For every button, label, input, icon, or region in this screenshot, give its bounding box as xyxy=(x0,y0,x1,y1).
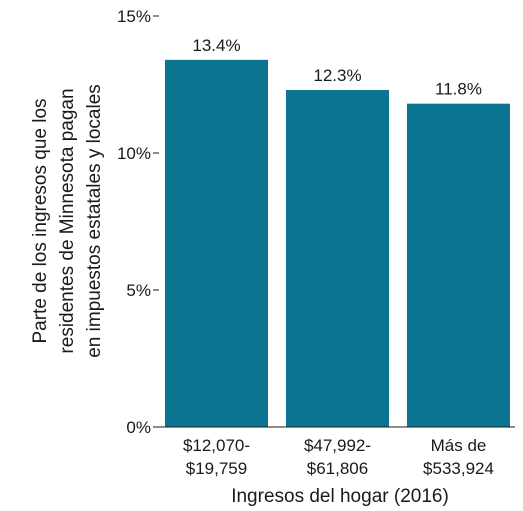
y-tick-label: 5% xyxy=(126,281,151,300)
x-category-label: Más de xyxy=(431,436,487,455)
bars xyxy=(165,59,510,428)
data-labels: 13.4% 12.3% 11.8% xyxy=(192,36,482,99)
x-category-label: $19,759 xyxy=(186,459,247,478)
y-axis-title-line: Parte de los ingresos que los xyxy=(30,98,51,343)
y-tick-label: 15% xyxy=(117,7,151,26)
x-category-label: $12,070- xyxy=(183,436,250,455)
y-tick-label: 10% xyxy=(117,144,151,163)
x-axis-categories: $12,070- $19,759 $47,992- $61,806 Más de $533… xyxy=(183,436,494,478)
x-category-label: $47,992- xyxy=(304,436,371,455)
data-label: 11.8% xyxy=(435,80,482,99)
y-axis-ticks: 0% 5% 10% 15% xyxy=(117,7,159,437)
bar xyxy=(165,59,268,428)
y-axis-title-line: residentes de Minnesota pagan xyxy=(57,88,78,353)
x-axis-title: Ingresos del hogar (2016) xyxy=(231,486,449,507)
data-label: 13.4% xyxy=(192,36,240,55)
y-axis-title-line: en impuestos estatales y locales xyxy=(84,84,105,358)
y-tick-label: 0% xyxy=(126,418,151,437)
x-category-label: $61,806 xyxy=(307,459,368,478)
data-label: 12.3% xyxy=(313,66,361,85)
x-category-label: $533,924 xyxy=(423,459,494,478)
bar xyxy=(286,89,389,427)
y-axis-title: Parte de los ingresos que los residentes … xyxy=(30,84,105,358)
bar xyxy=(407,103,510,428)
